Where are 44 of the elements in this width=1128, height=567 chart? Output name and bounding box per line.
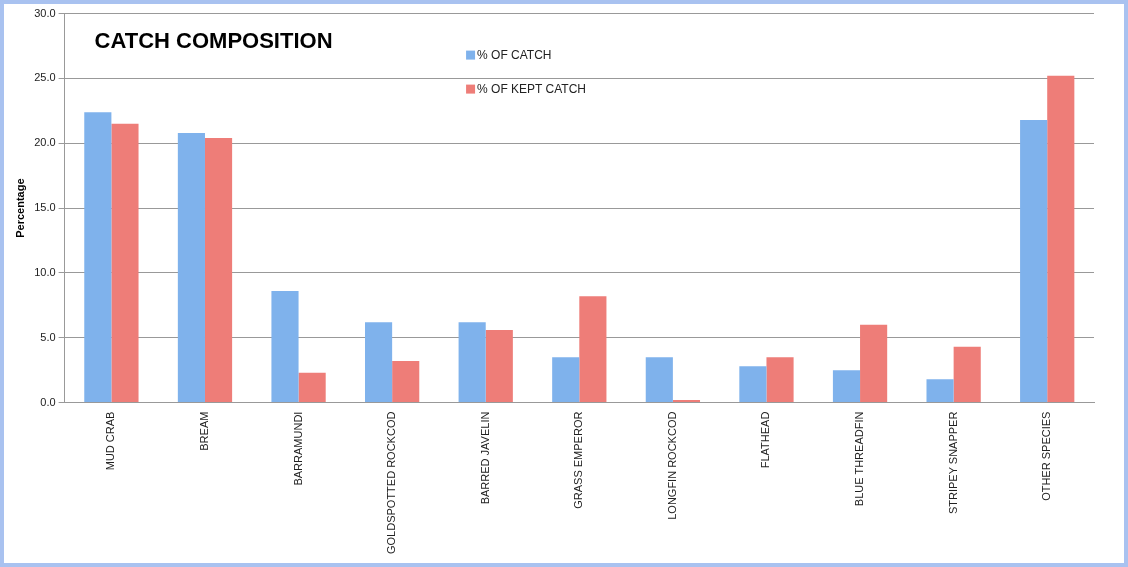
x-tick-label: BARRED JAVELIN — [478, 411, 491, 505]
bar — [111, 123, 139, 403]
bar — [298, 372, 326, 403]
y-tick-label: 10.0 — [34, 265, 56, 278]
bar — [204, 138, 233, 403]
x-tick-label: BARRAMUNDI — [291, 411, 304, 486]
bar — [953, 346, 981, 403]
bar — [926, 379, 954, 403]
x-tick-label: BREAM — [198, 411, 211, 451]
bar — [739, 366, 767, 403]
bar — [1020, 119, 1048, 403]
bar — [271, 291, 299, 403]
bar — [645, 357, 673, 403]
x-tick-label: LONGFIN ROCKCOD — [665, 411, 678, 520]
y-tick-label: 30.0 — [34, 6, 56, 19]
x-tick-label: STRIPEY SNAPPER — [946, 411, 959, 515]
y-axis-title: Percentage — [13, 178, 26, 238]
x-tick-label: GRASS EMPEROR — [572, 411, 585, 509]
x-tick-label: GOLDSPOTTED ROCKCOD — [385, 411, 398, 554]
bar — [860, 324, 888, 403]
bar — [458, 322, 486, 403]
y-tick-label: 25.0 — [34, 71, 56, 84]
bar — [365, 322, 393, 403]
x-tick-label: BLUE THREADFIN — [853, 411, 866, 507]
x-tick-label: FLATHEAD — [759, 411, 772, 469]
legend-label: % OF KEPT CATCH — [477, 81, 586, 96]
legend-label: % OF CATCH — [477, 47, 552, 62]
bar — [672, 400, 701, 403]
bar — [84, 112, 112, 403]
text: CATCH COMPOSITION — [94, 27, 333, 53]
bar — [579, 296, 607, 403]
x-tick-label: OTHER SPECIES — [1040, 411, 1053, 501]
bar — [832, 370, 861, 403]
y-tick-label: 5.0 — [40, 330, 56, 343]
bar — [485, 329, 513, 403]
bar — [1047, 75, 1075, 403]
bar — [766, 357, 794, 403]
x-tick-label: MUD CRAB — [104, 411, 117, 471]
y-tick-label: 15.0 — [34, 201, 56, 214]
bar — [552, 357, 580, 403]
y-tick-label: 0.0 — [40, 395, 56, 408]
y-tick-label: 20.0 — [34, 136, 56, 149]
bar — [177, 132, 205, 403]
bar — [392, 361, 420, 403]
